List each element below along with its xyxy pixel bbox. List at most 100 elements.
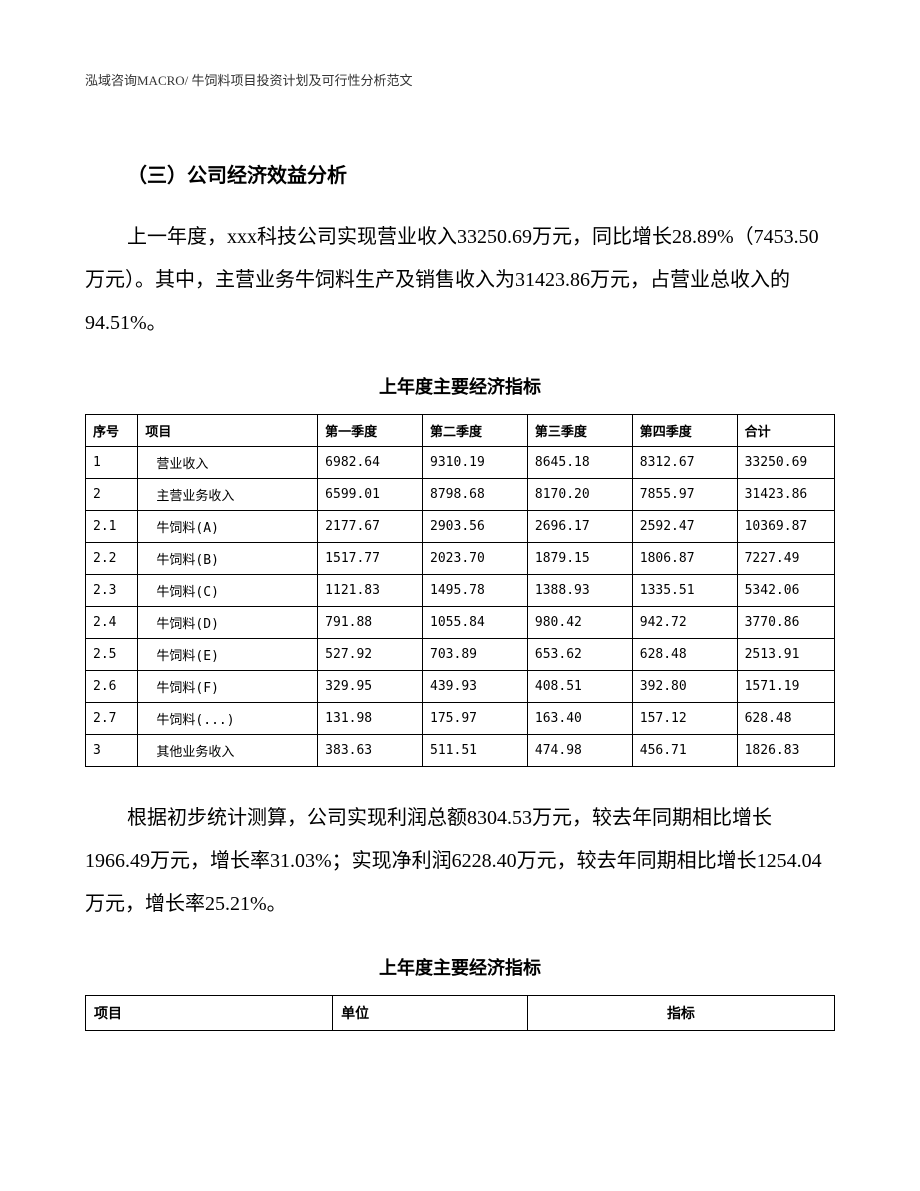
table-row: 2主营业务收入6599.018798.688170.207855.9731423…	[86, 479, 835, 511]
cell-q3: 1879.15	[527, 543, 632, 575]
cell-q2: 703.89	[423, 639, 528, 671]
cell-item: 牛饲料(D)	[138, 607, 318, 639]
cell-q4: 456.71	[632, 735, 737, 767]
cell-q2: 9310.19	[423, 447, 528, 479]
cell-q1: 1121.83	[318, 575, 423, 607]
cell-seq: 2.7	[86, 703, 138, 735]
cell-q1: 2177.67	[318, 511, 423, 543]
table-row: 2.7牛饲料(...)131.98175.97163.40157.12628.4…	[86, 703, 835, 735]
cell-total: 2513.91	[737, 639, 834, 671]
cell-total: 7227.49	[737, 543, 834, 575]
cell-q3: 653.62	[527, 639, 632, 671]
col-header-q1: 第一季度	[318, 415, 423, 447]
cell-item: 牛饲料(C)	[138, 575, 318, 607]
col-header-total: 合计	[737, 415, 834, 447]
cell-q1: 131.98	[318, 703, 423, 735]
cell-q1: 6599.01	[318, 479, 423, 511]
cell-total: 10369.87	[737, 511, 834, 543]
cell-q1: 791.88	[318, 607, 423, 639]
col-header-q2: 第二季度	[423, 415, 528, 447]
cell-total: 628.48	[737, 703, 834, 735]
col-header-unit: 单位	[333, 996, 528, 1031]
economic-indicators-table: 序号 项目 第一季度 第二季度 第三季度 第四季度 合计 1营业收入6982.6…	[85, 414, 835, 767]
cell-total: 5342.06	[737, 575, 834, 607]
cell-seq: 2.6	[86, 671, 138, 703]
cell-total: 31423.86	[737, 479, 834, 511]
table-row: 2.5牛饲料(E)527.92703.89653.62628.482513.91	[86, 639, 835, 671]
cell-q1: 6982.64	[318, 447, 423, 479]
cell-q3: 980.42	[527, 607, 632, 639]
cell-total: 33250.69	[737, 447, 834, 479]
cell-q1: 383.63	[318, 735, 423, 767]
table-row: 1营业收入6982.649310.198645.188312.6733250.6…	[86, 447, 835, 479]
cell-item: 主营业务收入	[138, 479, 318, 511]
cell-seq: 2	[86, 479, 138, 511]
cell-seq: 3	[86, 735, 138, 767]
cell-q4: 2592.47	[632, 511, 737, 543]
cell-q3: 1388.93	[527, 575, 632, 607]
cell-q4: 1335.51	[632, 575, 737, 607]
cell-q4: 628.48	[632, 639, 737, 671]
second-indicators-table: 项目 单位 指标	[85, 995, 835, 1031]
cell-item: 牛饲料(E)	[138, 639, 318, 671]
cell-item: 牛饲料(...)	[138, 703, 318, 735]
cell-q3: 474.98	[527, 735, 632, 767]
col-header-item-2: 项目	[86, 996, 333, 1031]
cell-q4: 1806.87	[632, 543, 737, 575]
cell-item: 牛饲料(B)	[138, 543, 318, 575]
table-row: 2.2牛饲料(B)1517.772023.701879.151806.87722…	[86, 543, 835, 575]
table-row: 2.4牛饲料(D)791.881055.84980.42942.723770.8…	[86, 607, 835, 639]
col-header-seq: 序号	[86, 415, 138, 447]
cell-seq: 2.3	[86, 575, 138, 607]
table-row: 2.1牛饲料(A)2177.672903.562696.172592.47103…	[86, 511, 835, 543]
cell-q3: 408.51	[527, 671, 632, 703]
cell-item: 牛饲料(F)	[138, 671, 318, 703]
cell-q2: 2903.56	[423, 511, 528, 543]
cell-q3: 8170.20	[527, 479, 632, 511]
cell-seq: 2.1	[86, 511, 138, 543]
cell-q4: 942.72	[632, 607, 737, 639]
cell-q2: 511.51	[423, 735, 528, 767]
cell-total: 1571.19	[737, 671, 834, 703]
cell-item: 营业收入	[138, 447, 318, 479]
cell-seq: 2.5	[86, 639, 138, 671]
cell-seq: 2.2	[86, 543, 138, 575]
cell-q3: 8645.18	[527, 447, 632, 479]
cell-q1: 329.95	[318, 671, 423, 703]
cell-q2: 8798.68	[423, 479, 528, 511]
cell-item: 其他业务收入	[138, 735, 318, 767]
table-header-row: 序号 项目 第一季度 第二季度 第三季度 第四季度 合计	[86, 415, 835, 447]
cell-q2: 1055.84	[423, 607, 528, 639]
cell-q1: 527.92	[318, 639, 423, 671]
page-header: 泓域咨询MACRO/ 牛饲料项目投资计划及可行性分析范文	[85, 70, 835, 89]
col-header-q4: 第四季度	[632, 415, 737, 447]
cell-q2: 175.97	[423, 703, 528, 735]
cell-q1: 1517.77	[318, 543, 423, 575]
cell-q2: 1495.78	[423, 575, 528, 607]
paragraph-2: 根据初步统计测算，公司实现利润总额8304.53万元，较去年同期相比增长1966…	[85, 797, 835, 926]
cell-q4: 8312.67	[632, 447, 737, 479]
section-title: （三）公司经济效益分析	[85, 159, 835, 188]
cell-total: 3770.86	[737, 607, 834, 639]
cell-q2: 2023.70	[423, 543, 528, 575]
table-row: 2.6牛饲料(F)329.95439.93408.51392.801571.19	[86, 671, 835, 703]
cell-seq: 1	[86, 447, 138, 479]
table-row: 3其他业务收入383.63511.51474.98456.711826.83	[86, 735, 835, 767]
cell-q4: 157.12	[632, 703, 737, 735]
cell-total: 1826.83	[737, 735, 834, 767]
col-header-indicator: 指标	[527, 996, 834, 1031]
cell-q3: 163.40	[527, 703, 632, 735]
col-header-q3: 第三季度	[527, 415, 632, 447]
table-2-header-row: 项目 单位 指标	[86, 996, 835, 1031]
cell-item: 牛饲料(A)	[138, 511, 318, 543]
col-header-item: 项目	[138, 415, 318, 447]
paragraph-1: 上一年度，xxx科技公司实现营业收入33250.69万元，同比增长28.89%（…	[85, 216, 835, 345]
cell-q4: 7855.97	[632, 479, 737, 511]
table-2-title: 上年度主要经济指标	[85, 954, 835, 980]
table-1-title: 上年度主要经济指标	[85, 373, 835, 399]
cell-q3: 2696.17	[527, 511, 632, 543]
cell-q4: 392.80	[632, 671, 737, 703]
cell-q2: 439.93	[423, 671, 528, 703]
table-row: 2.3牛饲料(C)1121.831495.781388.931335.51534…	[86, 575, 835, 607]
cell-seq: 2.4	[86, 607, 138, 639]
